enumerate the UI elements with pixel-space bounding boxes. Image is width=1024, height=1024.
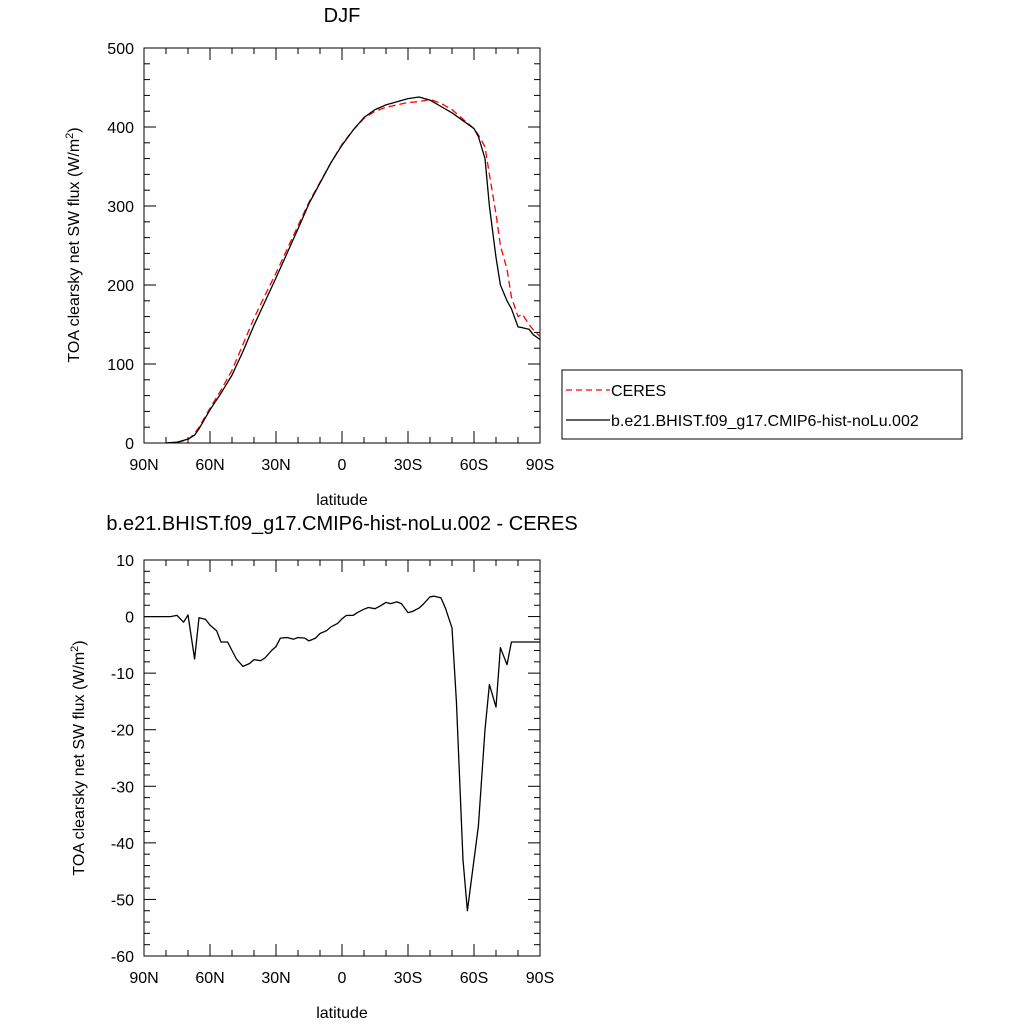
y-tick-label: -40 [111, 836, 134, 853]
y-tick-label: 500 [107, 41, 134, 58]
chart-top-y-ticks: 0 100 200 300 400 500 [107, 41, 540, 453]
series-line-1 [165, 96, 541, 444]
chart-bottom: b.e21.BHIST.f09_g17.CMIP6-hist-noLu.002 … [69, 513, 578, 1022]
x-tick-label: 90S [526, 970, 554, 987]
y-tick-label: 400 [107, 120, 134, 137]
series-line-0 [144, 595, 540, 912]
chart-top-series [165, 96, 541, 444]
chart-top-ylabel-end: ) [66, 127, 83, 132]
chart-bottom-ylabel-end: ) [71, 640, 88, 645]
legend-label-ceres: CERES [611, 383, 666, 400]
chart-top: DJF 0 100 200 300 400 500 90N 60N 30N 0 30S 60S 90S… [64, 5, 963, 509]
x-tick-label: 60S [460, 457, 488, 474]
x-tick-label: 30N [261, 970, 290, 987]
y-tick-label: 0 [125, 610, 134, 627]
series-line-0 [165, 98, 541, 444]
chart-top-ylabel-sup: 2 [64, 133, 76, 139]
x-tick-label: 30N [261, 457, 290, 474]
chart-top-x-ticks: 90N 60N 30N 0 30S 60S 90S [129, 48, 554, 474]
x-tick-label: 90N [129, 970, 158, 987]
legend: CERES b.e21.BHIST.f09_g17.CMIP6-hist-noL… [561, 369, 963, 440]
chart-top-ylabel: TOA clearsky net SW flux (W/m2) [64, 127, 83, 362]
y-tick-label: 0 [125, 436, 134, 453]
x-tick-label: 90N [129, 457, 158, 474]
x-tick-label: 30S [394, 970, 422, 987]
chart-bottom-series [144, 595, 540, 912]
chart-bottom-ylabel-sup: 2 [69, 646, 81, 652]
legend-label-model: b.e21.BHIST.f09_g17.CMIP6-hist-noLu.002 [611, 413, 919, 430]
y-tick-label: 200 [107, 278, 134, 295]
y-tick-label: -60 [111, 949, 134, 966]
x-tick-label: 0 [338, 457, 347, 474]
legend-box [561, 369, 963, 440]
chart-bottom-ylabel-main: TOA clearsky net SW flux (W/m [71, 652, 88, 876]
chart-top-ylabel-main: TOA clearsky net SW flux (W/m [66, 139, 83, 363]
x-tick-label: 60N [195, 457, 224, 474]
chart-top-frame [143, 47, 541, 444]
chart-bottom-y-ticks: 10 0 -10 -20 -30 -40 -50 -60 [111, 553, 540, 966]
chart-top-title: DJF [324, 5, 361, 27]
chart-bottom-xlabel: latitude [316, 1005, 368, 1022]
y-tick-label: -50 [111, 892, 134, 909]
y-tick-label: -10 [111, 666, 134, 683]
chart-bottom-title: b.e21.BHIST.f09_g17.CMIP6-hist-noLu.002 … [106, 513, 577, 535]
x-tick-label: 90S [526, 457, 554, 474]
y-tick-label: 100 [107, 357, 134, 374]
x-tick-label: 60S [460, 970, 488, 987]
chart-top-xlabel: latitude [316, 492, 368, 509]
y-tick-label: 300 [107, 199, 134, 216]
y-tick-label: 10 [116, 553, 134, 570]
x-tick-label: 30S [394, 457, 422, 474]
y-tick-label: -20 [111, 723, 134, 740]
x-tick-label: 0 [338, 970, 347, 987]
chart-bottom-x-ticks: 90N 60N 30N 0 30S 60S 90S [129, 560, 554, 987]
x-tick-label: 60N [195, 970, 224, 987]
chart-bottom-ylabel: TOA clearsky net SW flux (W/m2) [69, 640, 88, 875]
y-tick-label: -30 [111, 779, 134, 796]
